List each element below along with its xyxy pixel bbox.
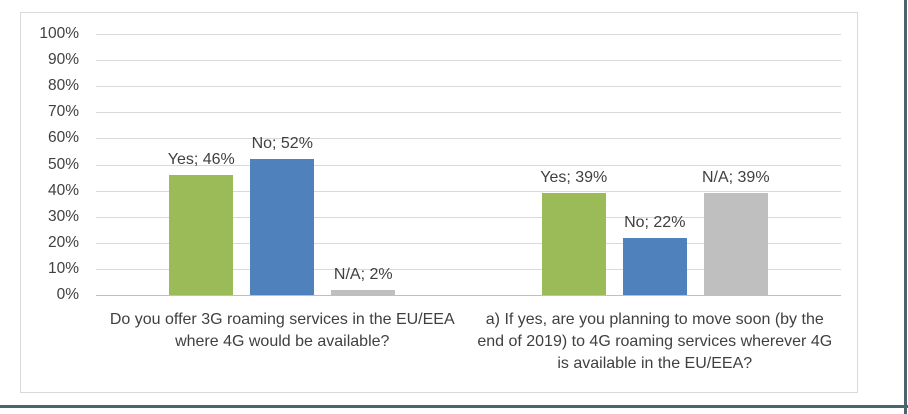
y-axis-tick-label: 100%	[39, 25, 79, 42]
gridline	[96, 216, 841, 218]
y-axis-tick-label: 40%	[47, 181, 79, 199]
plot-area: 0% 10% 20% 30% 40% 50% 60% 70% 80% 90% 100% Yes; 46…	[21, 13, 857, 392]
y-axis-tick-label: 50%	[47, 155, 79, 173]
category-label: Do you offer 3G roaming services in the …	[109, 311, 455, 350]
gridline	[96, 60, 841, 62]
bar-data-label: N/A; 2%	[333, 265, 393, 283]
gridline	[96, 268, 841, 270]
bar-data-label: Yes; 46%	[167, 150, 235, 168]
gridline	[96, 138, 841, 140]
bar-data-label: No; 52%	[251, 135, 313, 153]
bar-data-label: Yes; 39%	[540, 169, 608, 187]
y-axis-tick-label: 90%	[47, 51, 79, 69]
y-axis-tick-label: 80%	[47, 77, 79, 95]
bar-na	[703, 193, 768, 295]
gridline	[96, 190, 841, 192]
gridline	[96, 86, 841, 88]
bar-no	[622, 237, 687, 295]
y-axis-tick-label: 20%	[47, 233, 79, 251]
gridline	[96, 112, 841, 114]
survey-bar-chart: 0% 10% 20% 30% 40% 50% 60% 70% 80% 90% 100% Yes; 46…	[20, 12, 858, 393]
bar-na	[331, 289, 396, 295]
y-axis-tick-label: 10%	[47, 259, 79, 277]
gridline	[96, 34, 841, 35]
category-label: a) If yes, are you planning to move soon…	[477, 311, 833, 372]
y-axis-tick-label: 70%	[47, 103, 79, 121]
bar-data-label: No; 22%	[624, 213, 686, 231]
bar-data-label: N/A; 39%	[701, 169, 770, 187]
bar-yes	[541, 193, 606, 295]
gridline	[96, 242, 841, 244]
table-cell-border-right	[904, 0, 907, 414]
x-axis-line	[96, 295, 841, 296]
y-axis-tick-label: 30%	[47, 207, 79, 225]
table-cell-border-bottom	[0, 405, 908, 408]
bar-no	[250, 159, 315, 295]
gridline	[96, 164, 841, 166]
bar-yes	[169, 174, 234, 295]
y-axis-tick-label: 60%	[47, 129, 79, 147]
y-axis-tick-label: 0%	[56, 286, 79, 303]
